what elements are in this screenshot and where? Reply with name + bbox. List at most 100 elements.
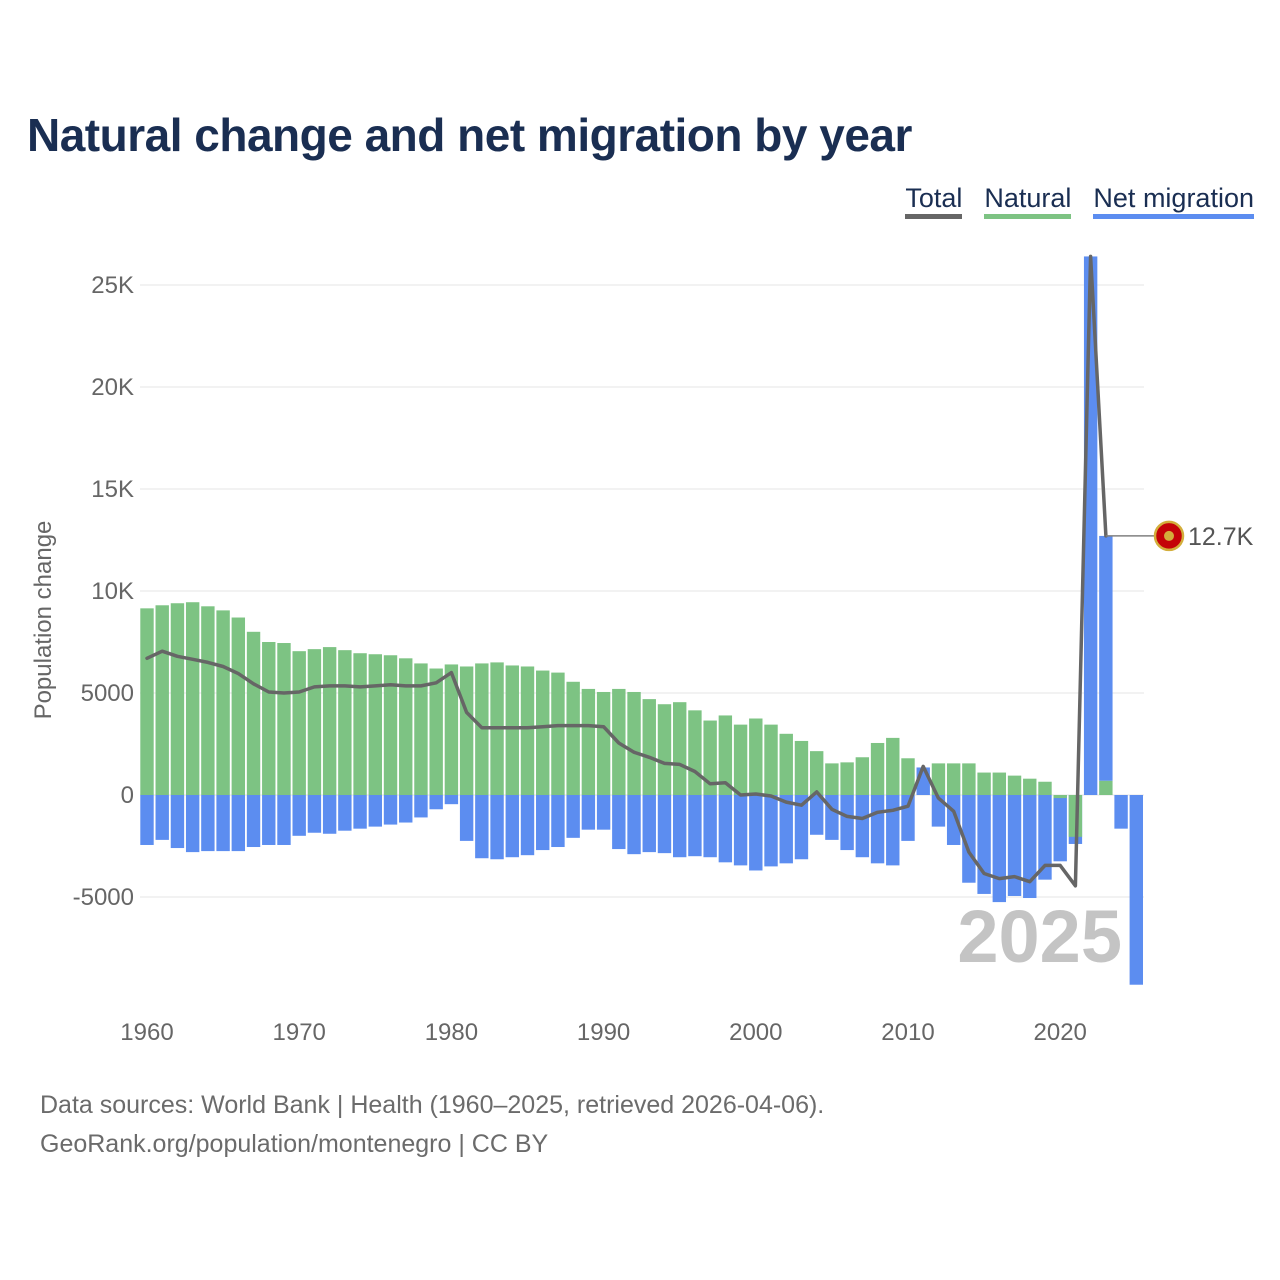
- bar-net-migration: [444, 795, 459, 805]
- bar-net-migration: [277, 795, 291, 845]
- y-tick-label: 20K: [91, 374, 134, 401]
- bar-net-migration: [733, 795, 748, 866]
- bar-net-migration: [505, 795, 519, 858]
- bar-natural: [901, 758, 915, 795]
- bar-natural: [779, 733, 793, 795]
- legend-total[interactable]: Total: [905, 182, 963, 219]
- bar-net-migration: [490, 795, 504, 860]
- bar-net-migration: [1023, 795, 1037, 899]
- bar-natural: [1023, 778, 1037, 795]
- x-tick-label: 2020: [1034, 1019, 1087, 1046]
- bar-natural: [551, 672, 565, 795]
- bar-net-migration: [749, 795, 763, 871]
- bar-natural: [596, 691, 611, 795]
- bar-natural: [383, 655, 398, 795]
- bar-net-migration: [1038, 795, 1052, 880]
- bar-net-migration: [657, 795, 672, 854]
- bar-net-migration: [520, 795, 535, 856]
- bar-natural: [581, 688, 596, 795]
- bar-natural: [520, 666, 535, 795]
- bar-natural: [886, 737, 900, 795]
- bar-net-migration: [459, 795, 474, 841]
- bar-net-migration: [992, 795, 1007, 903]
- bar-natural: [840, 762, 854, 795]
- y-tick-label: 15K: [91, 476, 134, 503]
- x-tick-label: 1970: [273, 1019, 326, 1046]
- bar-natural: [825, 763, 839, 795]
- bar-natural: [1007, 775, 1022, 795]
- bar-natural: [292, 651, 306, 795]
- bar-net-migration: [840, 795, 854, 851]
- x-tick-label: 2000: [729, 1019, 782, 1046]
- bar-net-migration: [475, 795, 489, 859]
- bar-net-migration: [140, 795, 154, 845]
- bar-natural: [870, 742, 885, 795]
- bar-natural: [444, 664, 459, 795]
- bar-natural: [855, 757, 870, 795]
- bar-net-migration: [764, 795, 778, 867]
- legend-natural[interactable]: Natural: [984, 182, 1072, 219]
- bar-natural: [216, 610, 230, 795]
- bar-natural: [201, 606, 215, 795]
- bar-net-migration: [368, 795, 382, 827]
- bar-net-migration: [353, 795, 367, 829]
- bar-net-migration: [1114, 795, 1128, 829]
- bar-net-migration: [855, 795, 870, 858]
- total-line: [145, 254, 1108, 888]
- bar-net-migration: [216, 795, 230, 852]
- bar-natural: [353, 653, 367, 795]
- y-axis-label: Population change: [30, 521, 57, 720]
- bar-net-migration: [642, 795, 656, 853]
- bar-natural: [414, 663, 428, 795]
- bar-net-migration: [292, 795, 306, 836]
- bar-natural: [688, 710, 702, 795]
- bar-net-migration: [246, 795, 261, 848]
- bar-natural: [809, 751, 824, 795]
- bar-net-migration: [170, 795, 185, 849]
- chart-title: Natural change and net migration by year: [27, 109, 912, 161]
- bar-natural: [1099, 780, 1113, 795]
- bar-natural: [992, 772, 1007, 795]
- x-tick-label: 1990: [577, 1019, 630, 1046]
- bar-natural: [931, 763, 946, 795]
- bar-net-migration: [779, 795, 793, 864]
- bar-natural: [946, 763, 961, 795]
- bar-natural: [1053, 795, 1067, 799]
- bar-net-migration: [1129, 795, 1143, 985]
- bar-natural: [718, 715, 733, 795]
- bar-net-migration: [383, 795, 398, 825]
- bar-net-migration: [581, 795, 596, 830]
- footer-attribution: GeoRank.org/population/montenegro | CC B…: [40, 1130, 549, 1158]
- bar-natural: [307, 649, 322, 795]
- x-tick-label: 1960: [120, 1019, 173, 1046]
- y-tick-label: 5000: [81, 680, 134, 707]
- bar-net-migration: [596, 795, 611, 830]
- bar-natural: [703, 720, 717, 795]
- bar-net-migration: [612, 795, 626, 850]
- bar-net-migration: [185, 795, 200, 853]
- bar-natural: [262, 642, 276, 795]
- bar-net-migration: [688, 795, 702, 857]
- bar-net-migration: [1099, 535, 1113, 781]
- current-year-label: 2025: [957, 895, 1122, 978]
- footer-sources: Data sources: World Bank | Health (1960–…: [40, 1091, 825, 1119]
- bar-net-migration: [231, 795, 246, 852]
- bar-natural: [322, 647, 337, 795]
- bar-net-migration: [414, 795, 428, 818]
- bar-natural: [566, 681, 580, 795]
- legend-net-migration[interactable]: Net migration: [1093, 182, 1254, 219]
- bar-natural: [977, 772, 991, 795]
- bar-net-migration: [307, 795, 322, 833]
- end-value-label: 12.7K: [1188, 523, 1254, 551]
- bar-natural: [733, 724, 748, 795]
- y-tick-label: 0: [121, 782, 134, 809]
- bar-net-migration: [962, 795, 976, 883]
- bar-natural: [764, 724, 778, 795]
- bar-net-migration: [551, 795, 565, 848]
- bar-natural: [277, 643, 291, 795]
- bar-net-migration: [566, 795, 580, 838]
- bar-natural: [246, 631, 261, 795]
- y-tick-label: 25K: [91, 272, 134, 299]
- bar-net-migration: [536, 795, 550, 851]
- bar-net-migration: [429, 795, 443, 810]
